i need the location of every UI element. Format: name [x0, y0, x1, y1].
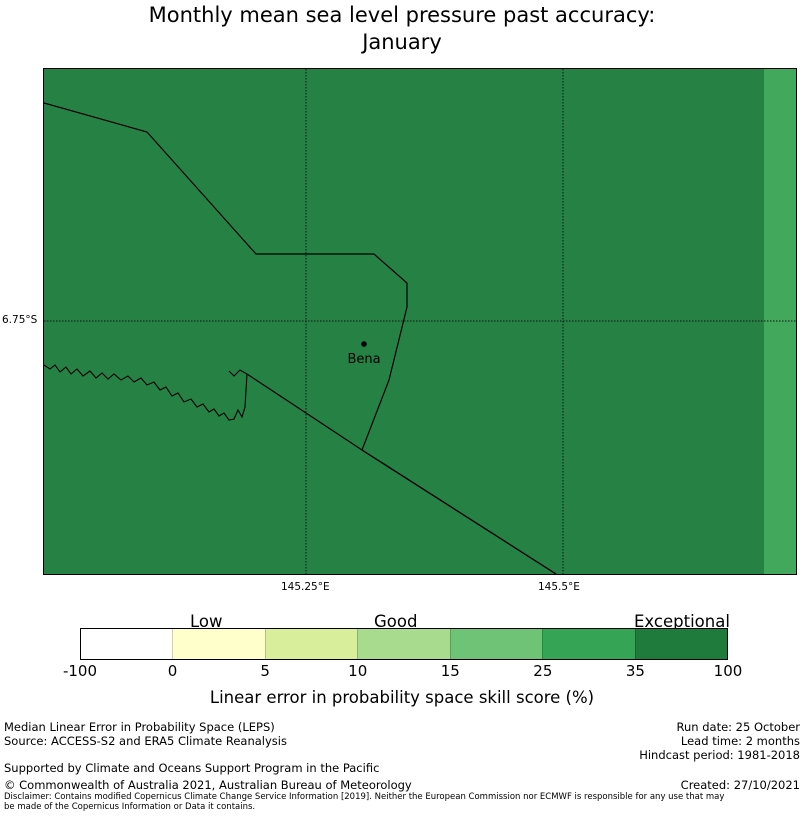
- colorbar-tick-25: 25: [533, 662, 553, 680]
- footer-copyright: © Commonwealth of Australia 2021, Austra…: [4, 778, 412, 792]
- boundary-line-north: [44, 102, 408, 307]
- colorbar-segment-15-to-25: [449, 629, 543, 659]
- colorbar-category-low: Low: [190, 612, 223, 631]
- colorbar-segment-35-to-100: [634, 629, 727, 659]
- colorbar-segment--100-to-0: [81, 629, 173, 659]
- colorbar-axis-title: Linear error in probability space skill …: [209, 688, 595, 707]
- city-marker-bena-dot[interactable]: [361, 341, 367, 347]
- footer-disclaimer: Disclaimer: Contains modified Copernicus…: [4, 792, 725, 812]
- colorbar-tick-neg100: -100: [62, 662, 98, 680]
- x-axis-tick-145-25e: 145.25°E: [281, 581, 330, 593]
- colorbar-tick-5: 5: [260, 662, 270, 680]
- footer-support-line: Supported by Climate and Oceans Support …: [4, 761, 380, 775]
- footer-created-date: Created: 27/10/2021: [680, 778, 800, 792]
- colorbar-tick-15: 15: [440, 662, 460, 680]
- colorbar-segment-10-to-15: [357, 629, 450, 659]
- page-title: Monthly mean sea level pressure past acc…: [148, 3, 656, 54]
- footer-run-info-block: Run date: 25 October Lead time: 2 months…: [639, 720, 800, 762]
- colorbar-tick-35: 35: [625, 662, 645, 680]
- x-axis-tick-145-5e: 145.5°E: [538, 581, 580, 593]
- y-axis-tick-6-75s: 6.75°S: [2, 314, 38, 326]
- colorbar-container: [80, 628, 728, 660]
- colorbar[interactable]: [80, 628, 728, 660]
- map-plot-area[interactable]: Bena: [43, 68, 797, 575]
- city-marker-bena-label: Bena: [347, 352, 380, 367]
- colorbar-category-good: Good: [374, 612, 418, 631]
- colorbar-segment-25-to-35: [542, 629, 635, 659]
- colorbar-segment-0-to-5: [172, 629, 265, 659]
- coastline-west: [44, 364, 248, 421]
- colorbar-category-exceptional: Exceptional: [634, 612, 730, 631]
- colorbar-tick-0: 0: [167, 662, 178, 680]
- map-canvas: Bena: [44, 69, 796, 574]
- colorbar-tick-10: 10: [348, 662, 368, 680]
- colorbar-tick-100: 100: [713, 662, 743, 680]
- footer-source-block: Median Linear Error in Probability Space…: [4, 720, 287, 748]
- colorbar-segment-5-to-10: [264, 629, 358, 659]
- boundary-line-diagonal: [246, 373, 557, 574]
